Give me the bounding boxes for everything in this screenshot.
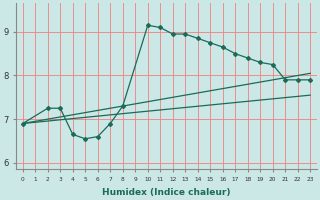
X-axis label: Humidex (Indice chaleur): Humidex (Indice chaleur) [102, 188, 231, 197]
